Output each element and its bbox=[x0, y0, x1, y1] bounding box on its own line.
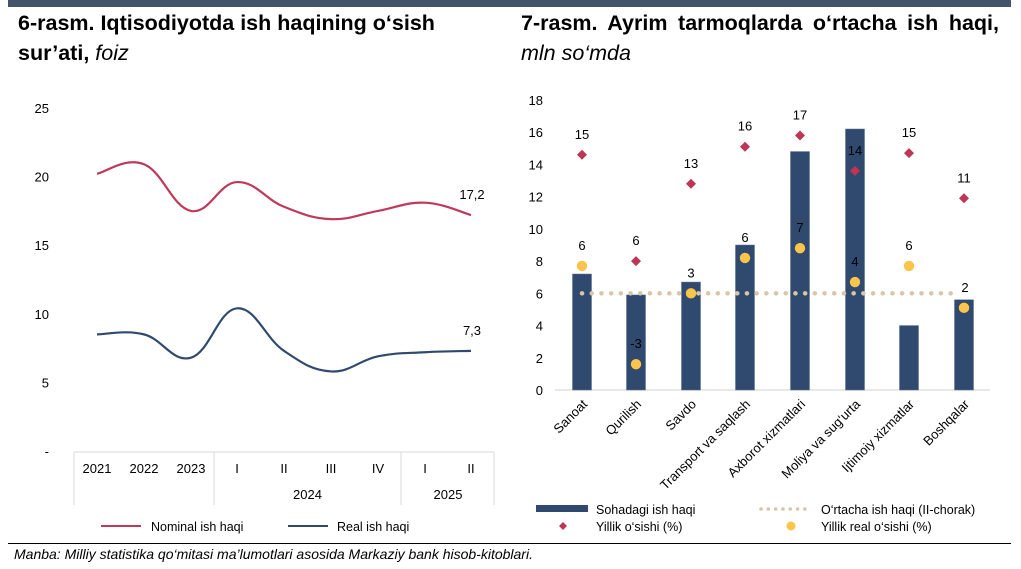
annual-growth-diamond bbox=[631, 256, 641, 267]
legend-average-label: O‘rtacha ish haqi (II-chorak) bbox=[821, 503, 975, 517]
x-tick-label: 2021 bbox=[83, 461, 112, 476]
y-tick-label: 15 bbox=[35, 238, 49, 253]
annual-growth-label: 17 bbox=[793, 107, 807, 122]
bar-sector-wage bbox=[572, 273, 592, 391]
real-growth-label: 6 bbox=[578, 238, 585, 253]
real-growth-label: 6 bbox=[741, 230, 748, 245]
bar-sector-wage bbox=[681, 281, 701, 391]
x-group-label: 2025 bbox=[434, 487, 463, 502]
real-growth-dot bbox=[794, 243, 806, 254]
x-tick-label: I bbox=[235, 461, 239, 476]
y-tick-label: 18 bbox=[529, 93, 543, 108]
y-tick-label: 25 bbox=[35, 101, 49, 116]
x-tick-label: Transport va saqlash bbox=[657, 397, 753, 493]
bar-sector-wage bbox=[954, 299, 974, 391]
y-tick-label: 8 bbox=[536, 254, 543, 269]
real-growth-label: -3 bbox=[630, 336, 642, 351]
annual-growth-diamond bbox=[740, 141, 750, 152]
legend-real-label: Real ish haqi bbox=[337, 520, 409, 534]
legend-diamond-label: Yillik o‘sishi (%) bbox=[596, 520, 682, 534]
chart-6-title: 6-rasm. Iqtisodiyotda ish haqining o‘sis… bbox=[18, 8, 478, 68]
real-growth-dot bbox=[903, 260, 915, 272]
x-group-label: 2024 bbox=[293, 487, 322, 502]
legend-bar-swatch bbox=[536, 505, 588, 512]
real-growth-label: 3 bbox=[687, 265, 694, 280]
y-tick-label: 4 bbox=[536, 319, 543, 334]
legend-dot-swatch bbox=[786, 521, 796, 531]
annual-growth-diamond bbox=[795, 130, 805, 141]
real-wage-line-end-label: 7,3 bbox=[463, 323, 481, 338]
x-tick-label: I bbox=[423, 461, 427, 476]
bar-sector-wage bbox=[899, 325, 919, 391]
x-tick-label: IV bbox=[372, 461, 385, 476]
y-tick-label: 10 bbox=[529, 222, 543, 237]
x-tick-label: Savdo bbox=[662, 397, 699, 434]
legend-bar-label: Sohadagi ish haqi bbox=[596, 503, 695, 517]
bar-sector-wage bbox=[735, 244, 755, 391]
chart-6-title-unit: foiz bbox=[95, 41, 129, 65]
x-tick-label: Boshqalar bbox=[920, 396, 972, 448]
real-growth-dot bbox=[576, 260, 588, 272]
annual-growth-label: 16 bbox=[738, 119, 752, 134]
annual-growth-label: 13 bbox=[684, 156, 698, 171]
bar-sector-wage bbox=[790, 151, 810, 391]
x-tick-label: 2023 bbox=[177, 461, 206, 476]
annual-growth-diamond bbox=[577, 149, 587, 160]
bar-sector-wage bbox=[845, 128, 865, 391]
chart-6-title-text: 6-rasm. Iqtisodiyotda ish haqining o‘sis… bbox=[18, 11, 435, 65]
real-growth-dot bbox=[739, 252, 751, 264]
y-tick-label: 16 bbox=[529, 125, 543, 140]
annual-growth-diamond bbox=[686, 178, 696, 189]
annual-growth-label: 14 bbox=[848, 143, 862, 158]
annual-growth-diamond bbox=[904, 148, 914, 159]
x-tick-label: Qurilish bbox=[602, 397, 644, 439]
real-growth-dot bbox=[958, 302, 970, 314]
real-growth-label: 4 bbox=[851, 254, 858, 269]
y-tick-label: 0 bbox=[536, 383, 543, 398]
top-accent-bar bbox=[8, 0, 1011, 7]
real-growth-label: 6 bbox=[905, 238, 912, 253]
nominal-wage-line bbox=[96, 161, 472, 221]
chart-7-sector-wages-bar-chart: 0 2 4 6 8 10 12 14 16 18 15 6 13 16 17 14 15 11 6 -3 3 6 7 4 6 2 S… bbox=[529, 93, 990, 534]
source-divider bbox=[8, 543, 1011, 544]
y-tick-label: 6 bbox=[536, 286, 543, 301]
annual-growth-label: 15 bbox=[575, 127, 589, 142]
real-wage-line bbox=[96, 307, 472, 373]
nominal-wage-line-end-label: 17,2 bbox=[459, 187, 484, 202]
real-growth-dot bbox=[630, 359, 642, 370]
annual-growth-diamond bbox=[850, 165, 860, 176]
legend-dot-label: Yillik real o‘sishi (%) bbox=[821, 520, 932, 534]
x-tick-label: 2022 bbox=[130, 461, 159, 476]
legend-nominal-label: Nominal ish haqi bbox=[151, 520, 243, 534]
real-growth-label: 2 bbox=[961, 280, 968, 295]
real-growth-dot bbox=[685, 288, 697, 299]
chart-7-title-text: 7-rasm. Ayrim tarmoqlarda o‘rtacha ish h… bbox=[521, 11, 999, 35]
annual-growth-label: 15 bbox=[902, 125, 916, 140]
y-tick-label: 2 bbox=[536, 351, 543, 366]
y-tick-label: - bbox=[45, 444, 49, 459]
y-tick-label: 5 bbox=[42, 375, 49, 390]
legend-diamond-swatch bbox=[559, 522, 567, 530]
real-growth-label: 7 bbox=[796, 220, 803, 235]
y-tick-label: 20 bbox=[35, 170, 49, 185]
annual-growth-label: 11 bbox=[957, 170, 971, 185]
y-tick-label: 10 bbox=[35, 307, 49, 322]
x-tick-label: Sanoat bbox=[550, 396, 590, 436]
x-tick-label: III bbox=[326, 461, 337, 476]
x-tick-label: II bbox=[467, 461, 474, 476]
y-tick-label: 14 bbox=[529, 157, 543, 172]
annual-growth-label: 6 bbox=[632, 233, 639, 248]
annual-growth-diamond bbox=[959, 193, 969, 204]
real-growth-dot bbox=[849, 276, 861, 288]
chart-7-title: 7-rasm. Ayrim tarmoqlarda o‘rtacha ish h… bbox=[521, 8, 999, 68]
source-note: Manba: Milliy statistika qo‘mitasi ma’lu… bbox=[14, 546, 533, 562]
y-tick-label: 12 bbox=[529, 190, 543, 205]
x-tick-label: II bbox=[280, 461, 287, 476]
chart-7-title-unit: mln so‘mda bbox=[521, 41, 631, 65]
